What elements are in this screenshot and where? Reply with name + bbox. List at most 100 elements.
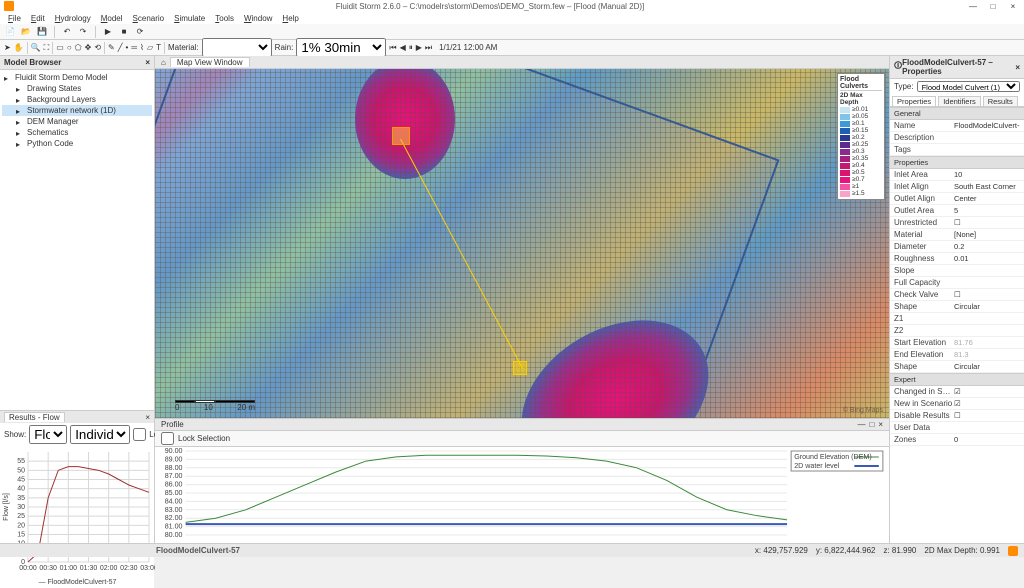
menu-tools[interactable]: Tools: [215, 14, 234, 23]
map-view[interactable]: Flood Culverts2D Max Depth≥0.01≥0.05≥0.1…: [155, 69, 889, 418]
results-tab[interactable]: Results - Flow: [4, 412, 65, 422]
prop-row[interactable]: Inlet AlignSouth East Corner: [890, 181, 1024, 193]
map-tab[interactable]: Map View Window: [170, 57, 250, 67]
zoom-extent-icon[interactable]: ⛶: [44, 43, 50, 53]
prop-row[interactable]: Disable Results☐: [890, 410, 1024, 422]
move-icon[interactable]: ✥: [85, 43, 92, 52]
menu-window[interactable]: Window: [244, 14, 272, 23]
menu-hydrology[interactable]: Hydrology: [55, 14, 91, 23]
prop-row[interactable]: End Elevation81.3: [890, 349, 1024, 361]
open-icon[interactable]: 📂: [20, 26, 32, 38]
profile-lock-checkbox[interactable]: [161, 432, 174, 445]
svg-text:86.00: 86.00: [165, 482, 183, 489]
new-icon[interactable]: 📄: [4, 26, 16, 38]
prop-row[interactable]: Z1: [890, 313, 1024, 325]
tree-item[interactable]: ▸DEM Manager: [2, 116, 152, 127]
tree-item[interactable]: ▸Python Code: [2, 138, 152, 149]
select-poly-icon[interactable]: ⬠: [75, 43, 82, 52]
prop-row[interactable]: Outlet AlignCenter: [890, 193, 1024, 205]
type-select[interactable]: Flood Model Culvert (1): [917, 81, 1020, 92]
show-select[interactable]: Flow: [29, 425, 67, 444]
minimize-button[interactable]: —: [966, 2, 980, 11]
status-indicator-icon: [1008, 546, 1018, 556]
prop-row[interactable]: Check Valve☐: [890, 289, 1024, 301]
pointer-icon[interactable]: ➤: [4, 43, 11, 52]
menu-scenario[interactable]: Scenario: [133, 14, 165, 23]
prop-row[interactable]: Zones0: [890, 434, 1024, 446]
text-icon[interactable]: T: [156, 43, 161, 52]
props-tab-properties[interactable]: Properties: [892, 96, 936, 106]
svg-text:84.00: 84.00: [165, 498, 183, 505]
prop-row[interactable]: New in Scenario☑: [890, 398, 1024, 410]
tree-item[interactable]: ▸Fluidit Storm Demo Model: [2, 72, 152, 83]
menu-edit[interactable]: Edit: [31, 14, 45, 23]
prop-row[interactable]: Outlet Area5: [890, 205, 1024, 217]
hand-icon[interactable]: ✋: [14, 43, 24, 52]
prop-row[interactable]: ShapeCircular: [890, 361, 1024, 373]
prop-row[interactable]: Material[None]: [890, 229, 1024, 241]
rain-label: Rain:: [275, 43, 294, 52]
menu-help[interactable]: Help: [282, 14, 298, 23]
draw-weir-icon[interactable]: ⌇: [140, 43, 144, 52]
draw-area-icon[interactable]: ▱: [147, 43, 153, 52]
prop-row[interactable]: NameFloodModelCulvert-57: [890, 120, 1024, 132]
prop-row[interactable]: Description: [890, 132, 1024, 144]
results-close-icon[interactable]: ×: [145, 413, 150, 422]
save-icon[interactable]: 💾: [36, 26, 48, 38]
props-tab-identifiers[interactable]: Identifiers: [938, 96, 981, 106]
play-back-icon[interactable]: ◀: [400, 43, 406, 52]
refresh-icon[interactable]: ⟳: [134, 26, 146, 38]
prop-row[interactable]: Inlet Area10: [890, 169, 1024, 181]
svg-text:2D water level: 2D water level: [794, 463, 840, 470]
profile-close-icon[interactable]: ×: [878, 420, 883, 429]
indiv-select[interactable]: Individual Values: [70, 425, 130, 444]
results-lock-checkbox[interactable]: [133, 428, 146, 441]
pause-icon[interactable]: ⏸: [409, 43, 413, 53]
prop-row[interactable]: Slope: [890, 265, 1024, 277]
select-rect-icon[interactable]: ▭: [56, 43, 64, 52]
stop-icon[interactable]: ■: [118, 26, 130, 38]
draw-pipe-icon[interactable]: ╱: [118, 43, 123, 52]
prop-row[interactable]: Roughness0.01: [890, 253, 1024, 265]
redo-icon[interactable]: ↷: [77, 26, 89, 38]
tree-item[interactable]: ▸Stormwater network (1D): [2, 105, 152, 116]
culvert-outlet[interactable]: [513, 361, 527, 375]
prop-row[interactable]: ShapeCircular: [890, 301, 1024, 313]
prop-row[interactable]: Full Capacity: [890, 277, 1024, 289]
select-circle-icon[interactable]: ○: [67, 43, 72, 52]
tree-item[interactable]: ▸Drawing States: [2, 83, 152, 94]
undo-icon[interactable]: ↶: [61, 26, 73, 38]
menu-file[interactable]: File: [8, 14, 21, 23]
maximize-button[interactable]: □: [986, 2, 1000, 11]
prop-row[interactable]: Changed in Scenario☑: [890, 386, 1024, 398]
material-select[interactable]: [202, 38, 272, 57]
profile-min-icon[interactable]: —: [857, 420, 865, 429]
tree-item[interactable]: ▸Background Layers: [2, 94, 152, 105]
panel-close-icon[interactable]: ×: [145, 58, 150, 67]
run-icon[interactable]: ▶: [102, 26, 114, 38]
rotate-icon[interactable]: ⟲: [94, 43, 101, 52]
prop-row[interactable]: Diameter0.2: [890, 241, 1024, 253]
pencil-icon[interactable]: ✎: [108, 43, 115, 52]
close-button[interactable]: ×: [1006, 2, 1020, 11]
profile-max-icon[interactable]: □: [869, 420, 874, 429]
step-back-icon[interactable]: ⏮: [389, 43, 396, 53]
play-fwd-icon[interactable]: ▶: [416, 43, 422, 52]
tree-item[interactable]: ▸Schematics: [2, 127, 152, 138]
zoom-in-icon[interactable]: 🔍: [31, 43, 41, 52]
prop-row[interactable]: Start Elevation81.76: [890, 337, 1024, 349]
menu-simulate[interactable]: Simulate: [174, 14, 205, 23]
prop-row[interactable]: User Data: [890, 422, 1024, 434]
step-fwd-icon[interactable]: ⏭: [425, 43, 432, 53]
prop-row[interactable]: Unrestricted☐: [890, 217, 1024, 229]
menu-model[interactable]: Model: [101, 14, 123, 23]
props-tab-results[interactable]: Results: [983, 96, 1018, 106]
prop-row[interactable]: Tags: [890, 144, 1024, 156]
culvert-inlet[interactable]: [392, 127, 410, 145]
draw-culvert-icon[interactable]: ═: [131, 43, 137, 52]
props-close-icon[interactable]: ×: [1015, 63, 1020, 72]
rain-select[interactable]: 1% 30min: [296, 38, 386, 57]
prop-row[interactable]: Z2: [890, 325, 1024, 337]
draw-node-icon[interactable]: •: [126, 43, 129, 52]
status-depth: 2D Max Depth: 0.991: [924, 546, 1000, 555]
